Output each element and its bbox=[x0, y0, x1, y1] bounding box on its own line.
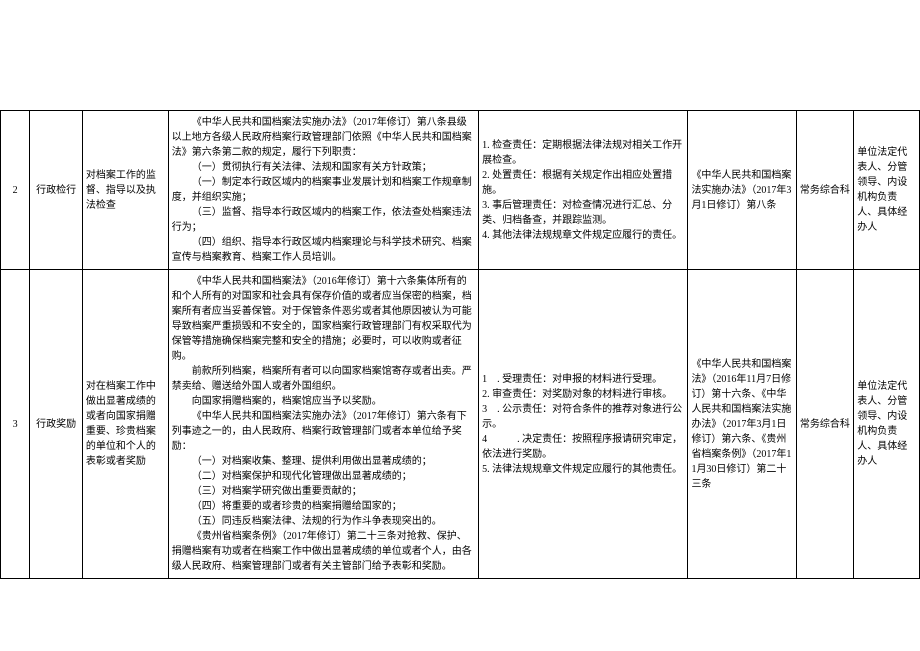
basis-line: 向国家捐赠档案的，档案馆应当予以奖励。 bbox=[172, 394, 475, 409]
cell-duty: 1 . 受理责任：对申报的材料进行受理。 2. 审查责任：对奖励对象的材料进行审… bbox=[479, 270, 688, 579]
regulation-table: 2 行政检行 对档案工作的监督、指导以及执法检查 《中华人民共和国档案法实施办法… bbox=[0, 110, 920, 579]
duty-line: 2. 处置责任：根据有关规定作出相应处置措施。 bbox=[482, 168, 684, 198]
basis-line: （三）监督、指导本行政区域内的档案工作，依法查处档案违法行为； bbox=[172, 205, 475, 235]
cell-index: 2 bbox=[1, 111, 30, 270]
cell-index: 3 bbox=[1, 270, 30, 579]
cell-type: 行政检行 bbox=[30, 111, 83, 270]
basis-line: （二）对档案保护和现代化管理做出显著成绩的； bbox=[172, 469, 475, 484]
basis-line: （一）贯彻执行有关法律、法规和国家有关方针政策； bbox=[172, 160, 475, 175]
cell-desc: 对在档案工作中做出显著成绩的或者向国家捐赠重要、珍贵档案的单位和个人的表彰或者奖… bbox=[82, 270, 168, 579]
duty-line: 1 . 受理责任：对申报的材料进行受理。 bbox=[482, 372, 684, 387]
duty-line: 3 . 公示责任：对符合条件的推荐对象进行公示。 bbox=[482, 402, 684, 432]
basis-line: 《贵州省档案条例》（2017年修订）第二十三条对抢救、保护、捐赠档案有功或者在档… bbox=[172, 529, 475, 574]
duty-line: 5. 法律法规规章文件规定应履行的其他责任。 bbox=[482, 462, 684, 477]
duty-line: 4 . 决定责任：按照程序报请研究审定，依法进行奖励。 bbox=[482, 432, 684, 462]
duty-line: 1. 检查责任：定期根据法律法规对相关工作开展检查。 bbox=[482, 138, 684, 168]
cell-duty: 1. 检查责任：定期根据法律法规对相关工作开展检查。 2. 处置责任：根据有关规… bbox=[479, 111, 688, 270]
basis-line: （四）组织、指导本行政区域内档案理论与科学技术研究、档案宣传与档案教育、档案工作… bbox=[172, 235, 475, 265]
basis-line: 前款所列档案，档案所有者可以向国家档案馆寄存或者出卖。严禁卖给、赠送给外国人或者… bbox=[172, 364, 475, 394]
basis-line: （四）将重要的或者珍贵的档案捐赠给国家的； bbox=[172, 499, 475, 514]
cell-ref: 《中华人民共和国档案法实施办法》（2017年3月1日修订）第八条 bbox=[688, 111, 796, 270]
cell-dept: 常务综合科 bbox=[796, 270, 854, 579]
cell-ref: 《中华人民共和国档案法》（2016年11月7日修订）第十六条、《中华人民共和国档… bbox=[688, 270, 796, 579]
basis-line: （五）同违反档案法律、法规的行为作斗争表现突出的。 bbox=[172, 514, 475, 529]
cell-basis: 《中华人民共和国档案法》（2016年修订）第十六条集体所有的和个人所有的对国家和… bbox=[168, 270, 478, 579]
basis-line: （一）对档案收集、整理、提供利用做出显著成绩的； bbox=[172, 454, 475, 469]
cell-dept: 常务综合科 bbox=[796, 111, 854, 270]
cell-person: 单位法定代表人、分管领导、内设机构负责人、具体经办人 bbox=[854, 270, 920, 579]
basis-line: 《中华人民共和国档案法》（2016年修订）第十六条集体所有的和个人所有的对国家和… bbox=[172, 274, 475, 364]
cell-desc: 对档案工作的监督、指导以及执法检查 bbox=[82, 111, 168, 270]
basis-line: （三）对档案学研究做出重要贡献的； bbox=[172, 484, 475, 499]
duty-line: 4. 其他法律法规规章文件规定应履行的责任。 bbox=[482, 228, 684, 243]
table-row: 3 行政奖励 对在档案工作中做出显著成绩的或者向国家捐赠重要、珍贵档案的单位和个… bbox=[1, 270, 920, 579]
cell-person: 单位法定代表人、分管领导、内设机构负责人、具体经办人 bbox=[854, 111, 920, 270]
table-row: 2 行政检行 对档案工作的监督、指导以及执法检查 《中华人民共和国档案法实施办法… bbox=[1, 111, 920, 270]
basis-line: 《中华人民共和国档案法实施办法》（2017年修订）第八条县级以上地方各级人民政府… bbox=[172, 115, 475, 160]
cell-type: 行政奖励 bbox=[30, 270, 83, 579]
cell-basis: 《中华人民共和国档案法实施办法》（2017年修订）第八条县级以上地方各级人民政府… bbox=[168, 111, 478, 270]
basis-line: （一）制定本行政区域内的档案事业发展计划和档案工作规章制度，并组织实施； bbox=[172, 175, 475, 205]
duty-line: 2. 审查责任：对奖励对象的材料进行审核。 bbox=[482, 387, 684, 402]
basis-line: 《中华人民共和国档案法实施办法》（2017年修订）第六条有下列事迹之一的，由人民… bbox=[172, 409, 475, 454]
duty-line: 3. 事后管理责任：对检查情况进行汇总、分类、归档备查，并跟踪监测。 bbox=[482, 198, 684, 228]
